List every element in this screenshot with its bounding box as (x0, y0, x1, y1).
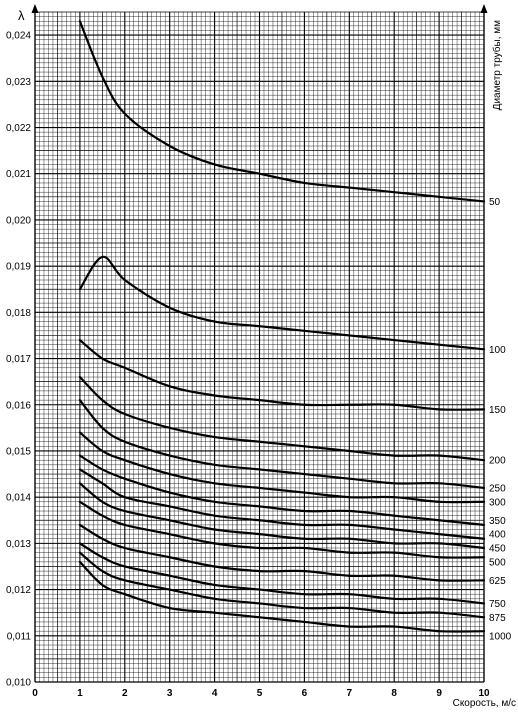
y-tick-labels: 0,010 0,011 0,012 0,013 0,014 0,015 0,016 0,017… (6, 31, 31, 689)
legend-title: Диаметр трубы, мм (491, 20, 503, 110)
series-line-500 (78, 500, 486, 559)
x-tick-label: 10 (478, 688, 490, 699)
x-tick-label: 3 (167, 688, 173, 699)
series-label-400: 400 (489, 530, 506, 541)
x-tick-labels: 0 1 2 3 4 5 6 7 8 9 10 (32, 688, 490, 699)
series-line-625 (78, 523, 486, 582)
series-label-350: 350 (489, 516, 506, 527)
x-tick-label: 2 (122, 688, 128, 699)
series-label-625: 625 (489, 576, 506, 587)
series-line-450 (78, 482, 486, 550)
series-label-50: 50 (489, 197, 501, 208)
series-label-300: 300 (489, 497, 506, 508)
series-line-50 (78, 20, 486, 203)
y-tick-label: 0,021 (6, 169, 31, 180)
series-label-200: 200 (489, 456, 506, 467)
series-label-450: 450 (489, 544, 506, 555)
y-tick-label: 0,016 (6, 400, 31, 411)
series-label-150: 150 (489, 405, 506, 416)
y-tick-label: 0,022 (6, 123, 31, 134)
series-label-500: 500 (489, 557, 506, 568)
series-line-750 (78, 542, 486, 605)
series-label-250: 250 (489, 483, 506, 494)
y-tick-label: 0,024 (6, 31, 31, 42)
series-line-300 (78, 431, 486, 504)
y-axis-arrow (31, 4, 39, 13)
x-tick-label: 8 (391, 688, 397, 699)
y-tick-label: 0,017 (6, 354, 31, 365)
x-axis-label: Скорость, м/с (453, 698, 516, 709)
y-tick-label: 0,023 (6, 77, 31, 88)
series-line-100 (78, 255, 486, 351)
y-tick-label: 0,020 (6, 215, 31, 226)
series-labels: 50 100 150 200 250 300 350 400 450 500 625 750 875 10… (489, 197, 512, 642)
right-axis-arrow (480, 4, 488, 13)
x-tick-label: 5 (257, 688, 263, 699)
y-tick-label: 0,010 (6, 678, 31, 689)
y-tick-label: 0,019 (6, 262, 31, 273)
y-tick-label: 0,013 (6, 539, 31, 550)
series-label-750: 750 (489, 599, 506, 610)
y-tick-label: 0,018 (6, 308, 31, 319)
series-label-1000: 1000 (489, 631, 512, 642)
x-tick-label: 6 (302, 688, 308, 699)
series-line-150 (78, 338, 486, 411)
x-tick-label: 1 (77, 688, 83, 699)
y-tick-label: 0,012 (6, 585, 31, 596)
y-tick-label: 0,011 (7, 631, 32, 642)
series-line-1000 (78, 560, 486, 633)
series-label-100: 100 (489, 345, 506, 356)
y-tick-label: 0,014 (6, 493, 31, 504)
axes (31, 4, 488, 683)
series-line-250 (78, 399, 486, 490)
x-tick-label: 4 (212, 688, 218, 699)
series-lines (78, 20, 486, 633)
series-line-350 (78, 454, 486, 526)
series-line-400 (78, 468, 486, 540)
y-axis-label: λ (18, 8, 25, 23)
x-tick-label: 9 (436, 688, 442, 699)
series-line-875 (78, 551, 486, 619)
x-tick-label: 7 (347, 688, 353, 699)
x-tick-label: 0 (32, 688, 38, 699)
y-tick-label: 0,015 (6, 446, 31, 457)
series-line-200 (78, 375, 486, 462)
series-label-875: 875 (489, 613, 506, 624)
